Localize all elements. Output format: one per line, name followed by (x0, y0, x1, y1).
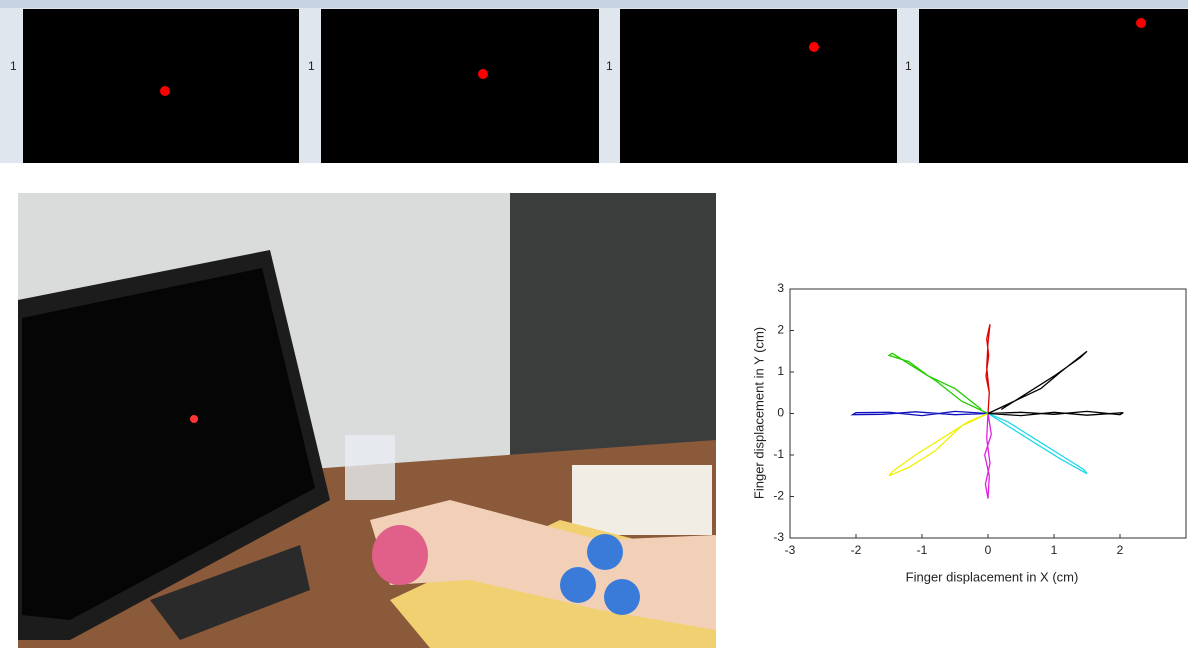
screen-panel: 1 (898, 0, 1188, 163)
ball (372, 525, 428, 585)
screen-dot (190, 415, 198, 423)
counter: 1 (905, 59, 912, 73)
title-bar (0, 0, 300, 8)
counter: 1 (10, 59, 17, 73)
x-tick-label: 0 (985, 543, 992, 557)
figure: 1 1 1 1 (0, 0, 1188, 648)
y-tick-label: -1 (773, 447, 784, 461)
electrode (604, 579, 640, 615)
x-tick-label: -1 (917, 543, 928, 557)
x-tick-label: -3 (785, 543, 796, 557)
target-dot (160, 86, 170, 96)
screen-panel: 1 (0, 0, 300, 163)
box (572, 465, 712, 535)
title-bar (300, 0, 600, 8)
x-tick-label: -2 (851, 543, 862, 557)
y-tick-label: -2 (773, 489, 784, 503)
screen-panel: 1 (600, 0, 898, 163)
display (620, 9, 897, 163)
y-tick-label: 1 (777, 364, 784, 378)
y-tick-label: -3 (773, 530, 784, 544)
chart: Finger displacement in X (cm) Finger dis… (751, 281, 1186, 584)
x-axis-label: Finger displacement in X (cm) (906, 569, 1079, 584)
counter: 1 (308, 59, 315, 73)
y-axis-label: Finger displacement in Y (cm) (751, 327, 766, 499)
target-dot (478, 69, 488, 79)
title-bar (898, 0, 1188, 8)
target-dot (809, 42, 819, 52)
display (919, 9, 1188, 163)
target-dot (1136, 18, 1146, 28)
x-tick-label: 2 (1117, 543, 1124, 557)
screen-panel: 1 (300, 0, 600, 163)
display (321, 9, 599, 163)
y-tick-label: 0 (777, 406, 784, 420)
y-tick-label: 2 (777, 323, 784, 337)
display (23, 9, 299, 163)
y-tick-label: 3 (777, 281, 784, 295)
electrode (560, 567, 596, 603)
page: {"screens": [{"counter": "1"}, {"counter… (0, 0, 1188, 648)
cup (345, 435, 395, 500)
equipment-rack (510, 193, 716, 483)
title-bar (600, 0, 898, 8)
x-tick-label: 1 (1051, 543, 1058, 557)
electrode (587, 534, 623, 570)
counter: 1 (606, 59, 613, 73)
photo (18, 193, 716, 648)
